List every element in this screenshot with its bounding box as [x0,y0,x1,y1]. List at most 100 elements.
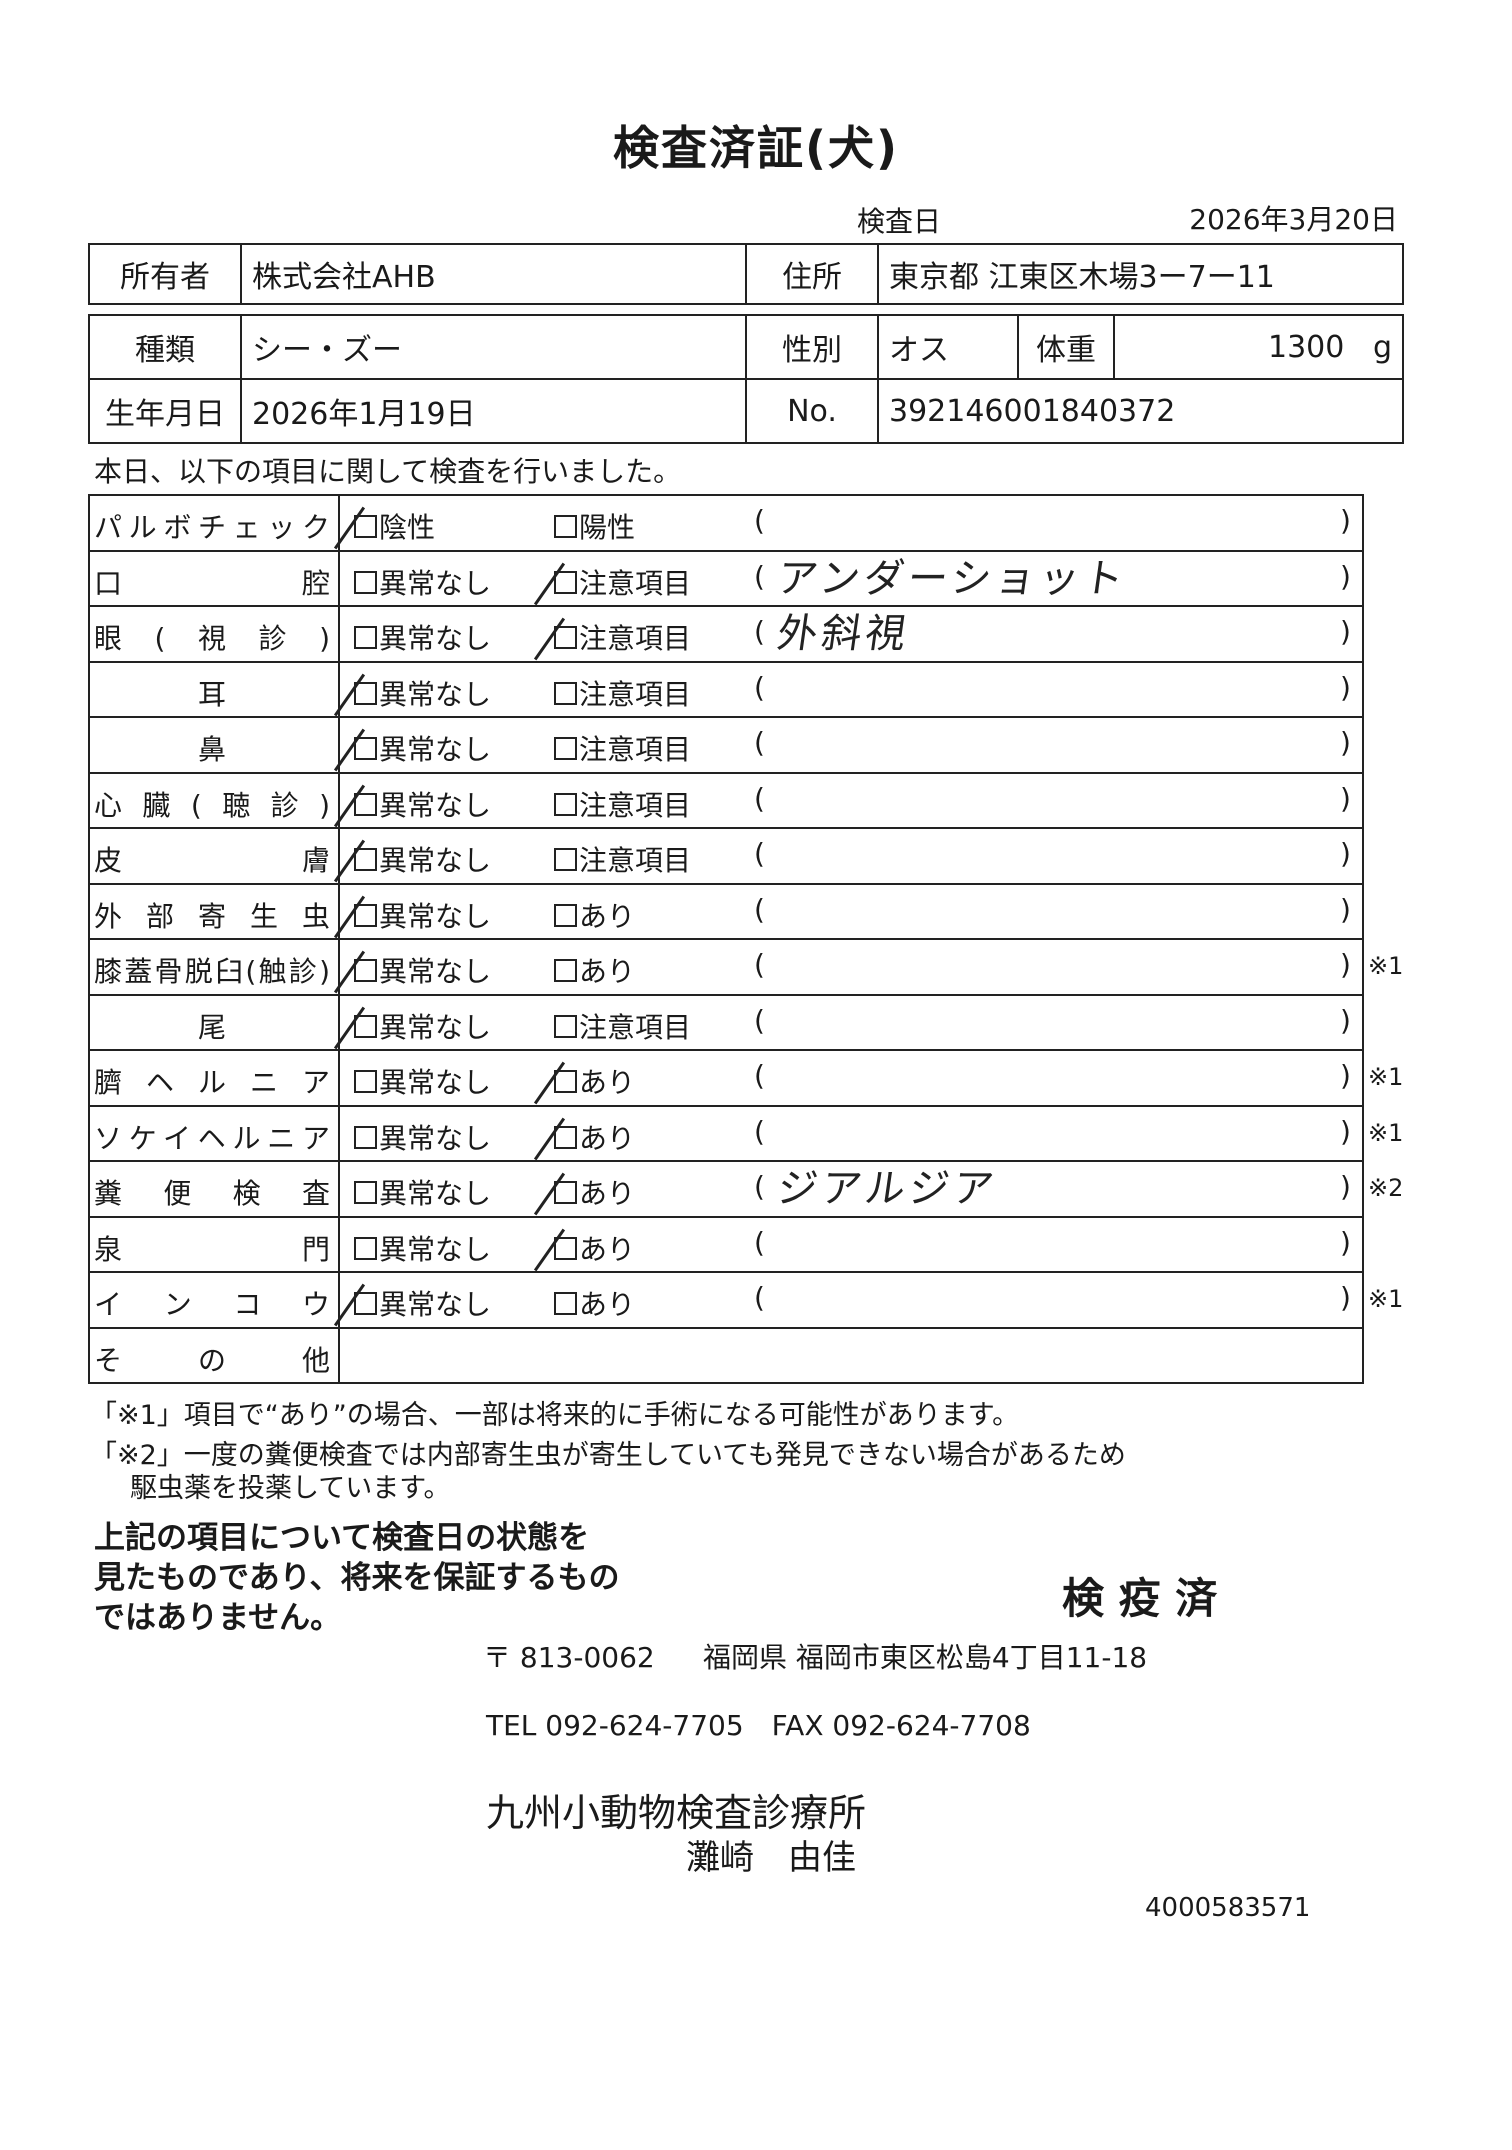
paren-close: ) [1340,1114,1351,1148]
option-2[interactable]: あり [554,1283,635,1323]
option-1[interactable]: 異常なし [333,1006,491,1049]
option-2[interactable]: 注意項目 [554,839,691,879]
checkbox[interactable] [354,570,377,594]
option-1[interactable]: 異常なし [354,1228,491,1268]
option-1[interactable]: 異常なし [354,617,491,657]
check-row: 眼(視診) 異常なし 注意項目 () 外斜視 [90,607,1362,663]
option-1[interactable]: 異常なし [333,895,491,938]
option-1[interactable]: 異常なし [333,1283,492,1327]
checkbox[interactable] [333,673,377,716]
checkbox[interactable] [333,728,377,772]
checkbox[interactable] [333,950,377,994]
address-label: 住所 [745,243,879,305]
checkbox[interactable] [554,959,577,982]
option-1[interactable]: 異常なし [354,1172,491,1212]
paren-close: ) [1340,615,1351,648]
checkbox[interactable] [533,617,577,661]
checkbox[interactable] [354,1236,377,1260]
checkbox[interactable] [354,1070,377,1093]
column-divider [338,1328,340,1382]
checkbox[interactable] [554,1292,577,1315]
document-number: 4000583571 [1145,1893,1311,1923]
checkbox[interactable] [333,895,377,938]
checkbox[interactable] [533,1228,577,1271]
checkbox[interactable] [533,562,577,605]
checkbox[interactable] [333,784,377,827]
option-1[interactable]: 異常なし [354,1117,491,1157]
paren-close: ) [1340,1059,1351,1092]
checkbox[interactable] [333,506,377,550]
check-label: 心臓(聴診) [94,788,330,822]
option-label: 注意項目 [579,844,692,877]
option-2[interactable]: 注意項目 [554,784,691,824]
option-2[interactable]: 注意項目 [533,562,691,605]
column-divider [338,1106,340,1160]
weight-unit: g [1372,329,1392,365]
checkbox[interactable] [333,839,377,883]
option-1[interactable]: 陰性 [333,506,435,550]
option-1[interactable]: 異常なし [354,562,491,602]
option-2[interactable]: 注意項目 [554,728,691,768]
option-2[interactable]: あり [554,950,635,990]
option-1[interactable]: 異常なし [333,950,492,994]
option-label: 異常なし [379,955,492,988]
checkbox[interactable] [533,1061,577,1105]
checkbox[interactable] [554,515,577,538]
option-2[interactable]: 注意項目 [533,617,692,661]
checkbox[interactable] [354,626,377,649]
column-divider [338,718,340,772]
option-2[interactable]: あり [554,895,635,935]
checkbox[interactable] [354,1181,377,1204]
option-label: 異常なし [379,1177,492,1210]
option-label: あり [579,1177,636,1210]
check-label: 臍ヘルニア [94,1066,330,1099]
option-1[interactable]: 異常なし [333,728,491,772]
option-label: 異常なし [379,844,492,877]
check-row: インコウ 異常なし あり () ※1 [90,1273,1403,1329]
checkbox[interactable] [354,1125,377,1149]
option-1[interactable]: 異常なし [333,673,491,716]
checkbox[interactable] [554,737,577,760]
owner-table: 所有者 株式会社AHB 住所 東京都 江東区木場3ー7ー11 [88,243,1404,305]
checkbox[interactable] [333,1283,377,1327]
clinic-postal: 〒 813-0062 [483,1641,655,1674]
handwritten-note: 外斜視 [774,611,913,657]
column-divider [338,551,340,605]
option-1[interactable]: 異常なし [354,1061,491,1101]
option-label: 異常なし [379,1288,492,1321]
checkbox[interactable] [533,1117,577,1160]
option-2[interactable]: あり [533,1228,635,1271]
column-divider [338,1162,340,1216]
disclaimer-line-3: ではありません。 [94,1600,342,1636]
checkbox[interactable] [554,848,577,871]
option-label: 注意項目 [579,622,692,655]
option-2[interactable]: 注意項目 [554,673,691,713]
checkbox[interactable] [554,903,577,927]
check-row: 鼻 異常なし 注意項目 () [90,718,1362,774]
check-label: 膝蓋骨脱臼(触診) [94,955,330,988]
option-2[interactable]: あり [533,1117,635,1160]
checkbox[interactable] [554,792,577,816]
birth-value: 2026年1月19日 [240,378,747,444]
column-divider [338,940,340,994]
checkbox[interactable] [554,681,577,705]
option-label: あり [579,955,636,988]
option-1[interactable]: 異常なし [333,784,491,827]
option-2[interactable]: 注意項目 [554,1006,691,1046]
pet-table: 種類 シー・ズー 性別 オス 体重 1300 g 生年月日 2026年1月19日… [88,314,1404,444]
checkbox[interactable] [533,1172,577,1216]
option-2[interactable]: あり [533,1061,635,1105]
paren-open: ( [754,781,765,815]
option-2[interactable]: 陽性 [554,506,635,546]
address-value: 東京都 江東区木場3ー7ー11 [877,243,1404,305]
column-divider [338,607,340,661]
checkbox[interactable] [333,1006,377,1049]
option-1[interactable]: 異常なし [333,839,492,883]
option-label: あり [579,1288,636,1321]
sex-label: 性別 [745,314,879,380]
clinic-phone: TEL 092-624-7705 FAX 092-624-7708 [486,1709,1031,1742]
check-row: 耳 異常なし 注意項目 () [90,662,1362,718]
checkbox[interactable] [554,1014,577,1038]
paren-close: ) [1340,781,1351,815]
option-2[interactable]: あり [533,1172,636,1216]
